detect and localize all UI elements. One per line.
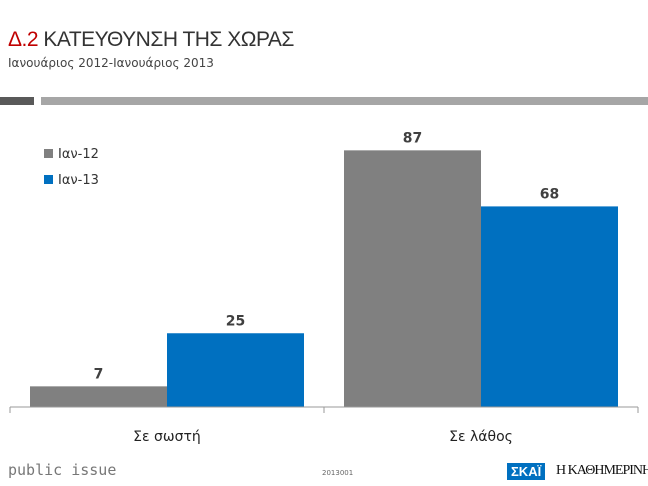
x-tick-label: Σε σωστή (133, 429, 201, 445)
divider-light (41, 97, 648, 105)
bar (481, 206, 618, 407)
legend-label: Ιαν-12 (58, 147, 99, 162)
data-label: 68 (540, 186, 559, 202)
subtitle: Ιανουάριος 2012-Ιανουάριος 2013 (8, 56, 214, 70)
legend-swatch (44, 149, 53, 158)
title-text: ΚΑΤΕΥΘΥΝΣΗ ΤΗΣ ΧΩΡΑΣ (43, 28, 294, 51)
bar (30, 386, 167, 407)
divider-dark (0, 97, 34, 105)
section-number: Δ.2 (8, 28, 39, 51)
data-label: 25 (226, 313, 245, 329)
x-tick-label: Σε λάθος (449, 429, 513, 445)
brand-logo: public issue (8, 461, 117, 479)
legend-swatch (44, 175, 53, 184)
survey-code: 2013001 (322, 469, 354, 477)
skai-logo: ΣΚΑΪ (507, 463, 546, 480)
bar (167, 333, 304, 407)
page-title: Δ.2 ΚΑΤΕΥΘΥΝΣΗ ΤΗΣ ΧΩΡΑΣ (8, 28, 294, 52)
data-label: 7 (94, 366, 104, 382)
bar (344, 150, 481, 407)
kathimerini-logo: Η ΚΑΘΗΜΕΡΙΝΗ (556, 463, 648, 478)
data-label: 87 (403, 130, 422, 146)
legend-label: Ιαν-13 (58, 173, 99, 188)
